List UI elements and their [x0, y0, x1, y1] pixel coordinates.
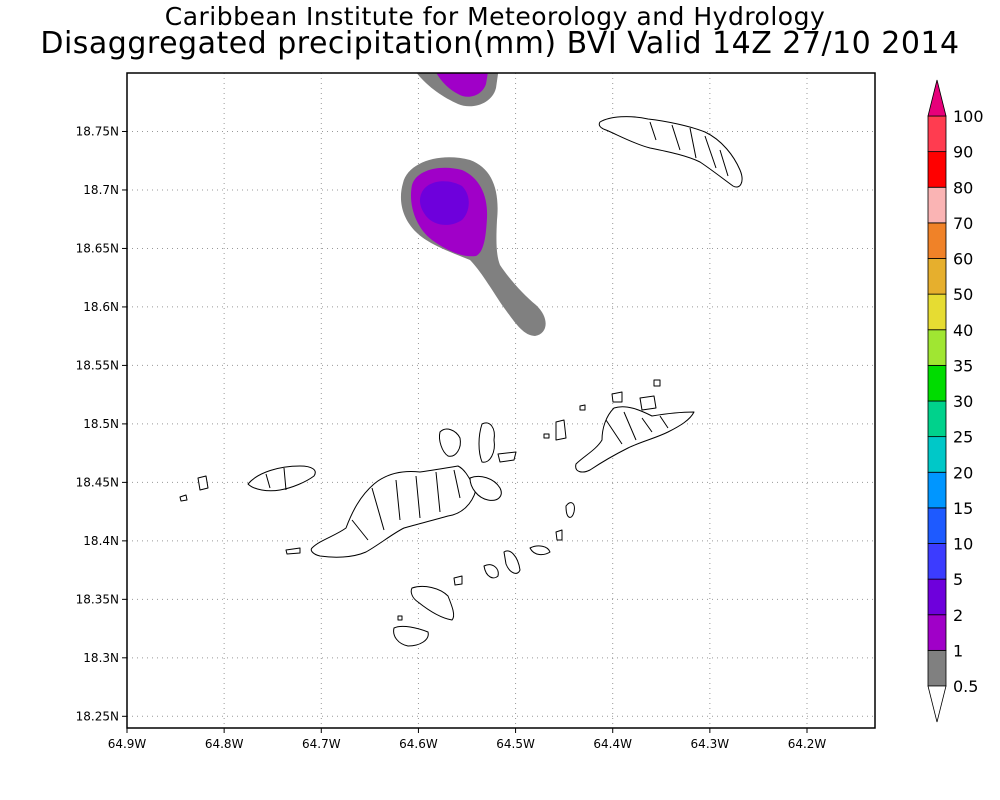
colorbar-level-label: 30 [953, 392, 973, 411]
colorbar-level-label: 5 [953, 570, 963, 589]
colorbar-level-label: 20 [953, 463, 973, 482]
colorbar-level-label: 10 [953, 535, 973, 554]
colorbar-segment [927, 507, 947, 544]
colorbar-segment [927, 400, 947, 438]
island-small-cay-2 [285, 547, 301, 555]
colorbar-level-label: 50 [953, 285, 973, 304]
island-anegada [598, 116, 743, 188]
colorbar-segment [927, 543, 947, 580]
colorbar-segment [927, 436, 947, 473]
lat-tick-label: 18.7N [83, 183, 119, 197]
island-salt [483, 564, 499, 579]
lat-tick-label: 18.75N [76, 124, 119, 138]
island-norman [393, 625, 429, 647]
island-west-cay [179, 494, 188, 502]
lon-tick-label: 64.8W [205, 737, 244, 751]
island-little-jost [197, 475, 209, 491]
colorbar-level-label: 35 [953, 356, 973, 375]
island-small-cay-1 [453, 575, 463, 586]
island-virgin-gorda-south [565, 502, 575, 518]
island-great-camanoe [478, 422, 495, 463]
colorbar-segment [927, 471, 947, 509]
colorbar-level-label: 90 [953, 143, 973, 162]
colorbar-segment [927, 115, 947, 153]
central-precip-cell [400, 157, 546, 336]
lon-tick-label: 64.7W [302, 737, 341, 751]
colorbar-level-label: 100 [953, 107, 984, 126]
colorbar-level-label: 40 [953, 321, 973, 340]
latitude-axis: 18.25N 18.3N 18.35N 18.4N 18.45N 18.5N 18.55N 1… [76, 124, 127, 723]
island-ginger [529, 545, 551, 556]
lat-tick-label: 18.65N [76, 241, 119, 255]
colorbar-over-triangle [927, 79, 947, 117]
lat-tick-label: 18.3N [83, 651, 119, 665]
island-cay-north-3 [555, 419, 567, 441]
colorbar-segment [927, 614, 947, 651]
map-frame [126, 72, 876, 729]
lon-tick-label: 64.3W [691, 737, 730, 751]
island-jost-van-dyke [247, 465, 316, 492]
lat-tick-label: 18.45N [76, 475, 119, 489]
colorbar-segment [927, 649, 947, 687]
island-virgin-gorda [575, 406, 695, 473]
lon-tick-label: 64.9W [108, 737, 147, 751]
map-grid [126, 73, 875, 728]
island-cay-north-2 [543, 433, 550, 439]
colorbar-level-label: 0.5 [953, 677, 978, 696]
colorbar-under-triangle [927, 685, 947, 723]
island-fallen-jerusalem [555, 529, 563, 541]
island-necker [653, 379, 661, 387]
islands-layer [179, 116, 743, 647]
colorbar-level-label: 2 [953, 606, 963, 625]
island-mosquito [611, 391, 623, 403]
lon-tick-label: 64.2W [788, 737, 827, 751]
island-tortola [310, 465, 477, 558]
island-peter [410, 585, 455, 621]
colorbar-level-label: 1 [953, 641, 963, 660]
island-guana [439, 428, 461, 457]
title-line-2: Disaggregated precipitation(mm) BVI Vali… [40, 26, 960, 61]
longitude-axis: 64.9W 64.8W 64.7W 64.6W 64.5W 64.4W 64.3W 64.2W [108, 728, 827, 751]
island-prickly-pear [639, 395, 657, 411]
lat-tick-label: 18.6N [83, 300, 119, 314]
colorbar-segment [927, 293, 947, 331]
title-line-1: Caribbean Institute for Meteorology and … [164, 2, 826, 31]
lat-tick-label: 18.4N [83, 534, 119, 548]
colorbar-segment [927, 151, 947, 188]
colorbar-segment [927, 258, 947, 295]
lat-tick-label: 18.25N [76, 709, 119, 723]
colorbar-level-label: 70 [953, 214, 973, 233]
colorbar-level-label: 80 [953, 178, 973, 197]
island-scrub [497, 451, 517, 463]
precip-layer [400, 73, 546, 336]
colorbar-level-label: 25 [953, 428, 973, 447]
lat-tick-label: 18.55N [76, 358, 119, 372]
lon-tick-label: 64.4W [593, 737, 632, 751]
colorbar-level-label: 15 [953, 499, 973, 518]
island-cay-south [397, 615, 403, 621]
colorbar-segment [927, 222, 947, 259]
lon-tick-label: 64.6W [399, 737, 438, 751]
colorbar-segment [927, 578, 947, 616]
colorbar-segment [927, 364, 947, 402]
colorbar-level-label: 60 [953, 250, 973, 269]
island-beef-island [469, 475, 502, 501]
lat-tick-label: 18.5N [83, 417, 119, 431]
northern-precip-cell [416, 73, 499, 107]
island-cooper [503, 550, 521, 574]
island-cay-north-1 [579, 404, 586, 411]
lon-tick-label: 64.5W [496, 737, 535, 751]
lat-tick-label: 18.35N [76, 592, 119, 606]
colorbar-segment [927, 329, 947, 366]
colorbar-segment [927, 186, 947, 224]
